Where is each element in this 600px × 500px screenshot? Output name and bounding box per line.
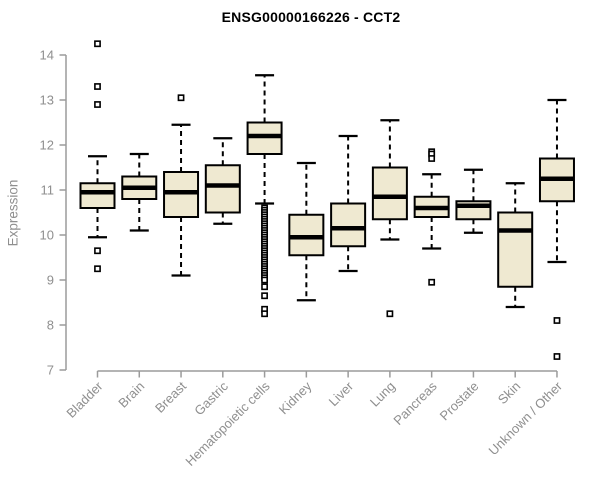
box-group-skin xyxy=(497,182,534,309)
outlier-point xyxy=(553,317,561,324)
box-group-pancreas xyxy=(413,148,450,286)
x-category-label-gastric: Gastric xyxy=(191,378,231,418)
outlier-point xyxy=(94,83,101,90)
outlier-point xyxy=(94,247,101,255)
box-group-breast xyxy=(163,94,200,277)
y-tick-label: 12 xyxy=(40,138,54,153)
iqr-box xyxy=(497,211,534,288)
outlier-point xyxy=(261,292,268,300)
x-category-label-brain: Brain xyxy=(115,379,147,411)
outlier-point xyxy=(94,40,101,48)
outlier-point xyxy=(261,283,268,291)
iqr-box xyxy=(204,164,241,214)
y-tick-label: 14 xyxy=(40,48,54,63)
outlier-point xyxy=(553,353,561,360)
y-tick-label: 7 xyxy=(47,363,54,378)
x-category-label-prostate: Prostate xyxy=(437,379,482,424)
x-category-label-kidney: Kidney xyxy=(276,378,315,417)
x-category-label-skin: Skin xyxy=(495,379,523,407)
box-group-prostate xyxy=(455,168,492,234)
outlier-point xyxy=(428,155,436,162)
box-group-kidney xyxy=(288,161,325,302)
x-category-label-breast: Breast xyxy=(152,378,189,415)
box-group-unknown-other xyxy=(538,98,575,360)
outlier-point xyxy=(261,310,268,318)
x-category-label-lung: Lung xyxy=(367,379,398,410)
y-tick-label: 13 xyxy=(40,93,54,108)
iqr-box xyxy=(371,166,408,221)
box-group-lung xyxy=(371,119,408,318)
box-group-brain xyxy=(121,152,158,232)
outlier-point xyxy=(94,265,101,273)
outlier-point xyxy=(94,101,101,108)
x-category-label-liver: Liver xyxy=(326,378,357,409)
box-group-hematopoietic-cells xyxy=(246,74,283,318)
x-category-label-bladder: Bladder xyxy=(63,378,106,421)
box-group-liver xyxy=(330,134,367,273)
outlier-point xyxy=(261,276,268,284)
y-tick-label: 9 xyxy=(47,273,54,288)
chart-title: ENSG00000166226 - CCT2 xyxy=(221,9,401,25)
x-category-label-pancreas: Pancreas xyxy=(390,378,440,428)
x-category-label-unknown-other: Unknown / Other xyxy=(486,378,566,458)
box-group-bladder xyxy=(79,40,116,273)
outlier-point xyxy=(428,278,436,286)
iqr-box xyxy=(330,202,367,248)
iqr-box xyxy=(79,182,116,209)
box-group-gastric xyxy=(204,137,241,225)
outlier-point xyxy=(177,94,185,102)
y-tick-label: 11 xyxy=(41,183,55,198)
outlier-point xyxy=(386,310,394,318)
y-tick-label: 8 xyxy=(47,318,54,333)
y-tick-label: 10 xyxy=(40,228,54,243)
